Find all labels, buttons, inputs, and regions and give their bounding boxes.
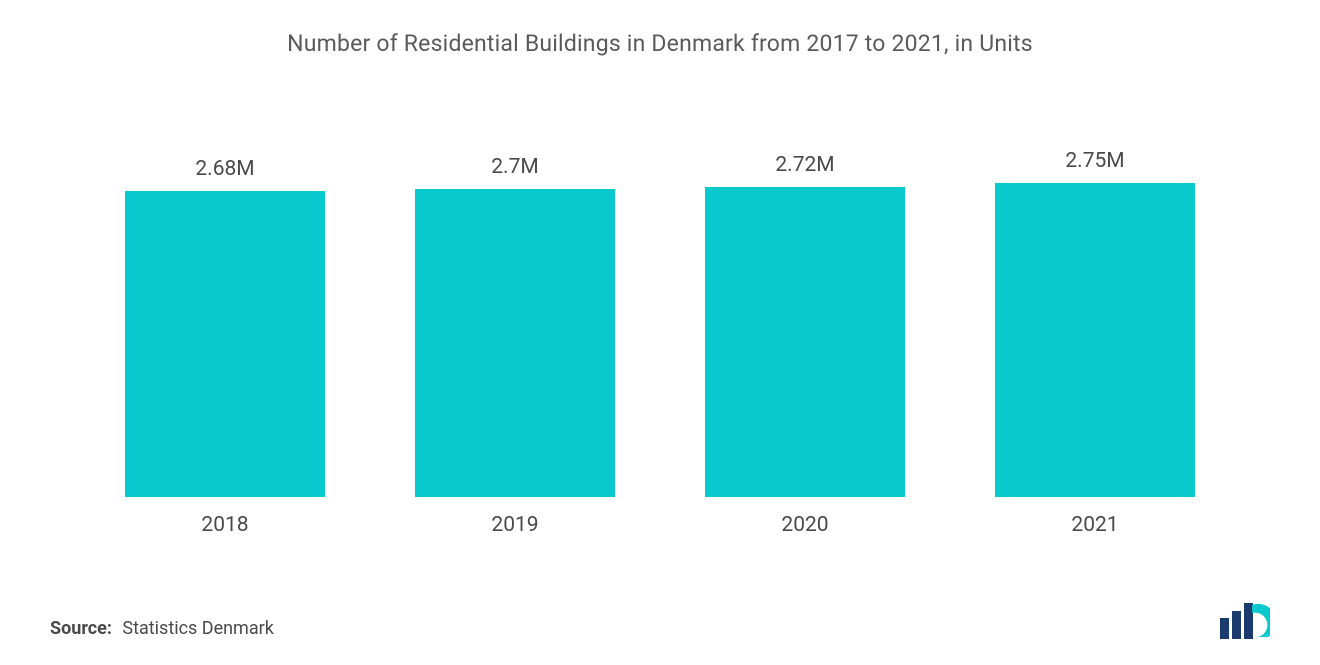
bar-label-3: 2021 <box>1071 513 1118 537</box>
bar-group-2: 2.72M 2020 <box>677 153 932 537</box>
bar-value-0: 2.68M <box>195 157 254 181</box>
source-value: Statistics Denmark <box>122 618 273 639</box>
bar-2 <box>705 187 905 497</box>
bar-0 <box>125 191 325 497</box>
bar-label-0: 2018 <box>201 513 248 537</box>
logo-bar-2 <box>1232 611 1241 639</box>
source-line: Source: Statistics Denmark <box>50 618 274 639</box>
source-label: Source: <box>50 618 112 639</box>
bar-label-1: 2019 <box>491 513 538 537</box>
chart-title: Number of Residential Buildings in Denma… <box>50 30 1270 57</box>
chart-area: 2.68M 2018 2.7M 2019 2.72M 2020 2.75M 20… <box>50 117 1270 537</box>
bar-group-3: 2.75M 2021 <box>967 149 1222 537</box>
logo-bar-1 <box>1220 618 1229 639</box>
bar-3 <box>995 183 1195 497</box>
bar-group-0: 2.68M 2018 <box>97 157 352 537</box>
bar-1 <box>415 189 615 497</box>
bar-value-1: 2.7M <box>491 155 538 179</box>
footer: Source: Statistics Denmark <box>50 603 1270 639</box>
logo-arc <box>1252 604 1270 637</box>
bar-value-2: 2.72M <box>775 153 834 177</box>
bar-group-1: 2.7M 2019 <box>387 155 642 537</box>
bar-label-2: 2020 <box>781 513 828 537</box>
logo-bar-3 <box>1244 603 1253 639</box>
bar-value-3: 2.75M <box>1065 149 1124 173</box>
brand-logo-icon <box>1218 603 1270 639</box>
